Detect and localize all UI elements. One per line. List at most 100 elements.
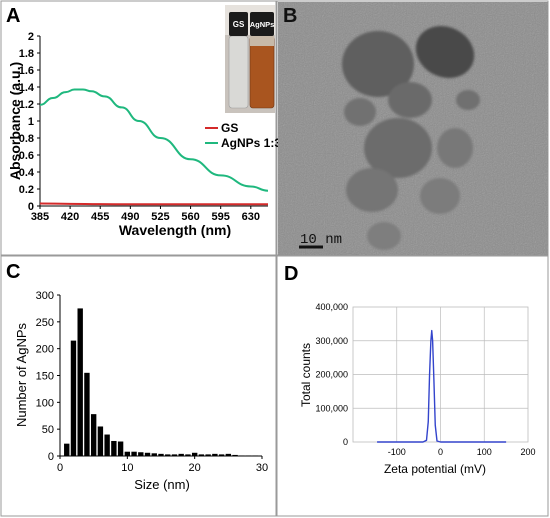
a-y-tick-label: 1.2 <box>19 99 34 111</box>
tem-particles <box>342 26 480 250</box>
panel-c-border <box>0 255 277 517</box>
c-histogram-bar <box>185 454 191 456</box>
c-histogram-bar <box>90 414 97 456</box>
a-y-tick-label: 1.8 <box>19 48 34 60</box>
size-histogram: 0 50 100 150 200 250 300 0 10 20 30 Number of AgN… <box>6 261 268 492</box>
a-y-axis-label: Absorbance (a.u.) <box>7 62 23 180</box>
a-y-tick-label: 2 <box>28 31 34 43</box>
d-x-tick-label: 200 <box>520 447 535 457</box>
c-histogram-bar <box>225 453 232 456</box>
d-x-tick-label: 100 <box>477 447 492 457</box>
c-histogram-bar <box>131 451 137 456</box>
d-y-tick-label: 300,000 <box>315 336 348 346</box>
c-y-tick-label: 150 <box>36 371 54 383</box>
panel-c-letter: C <box>6 261 20 283</box>
c-histogram-bar <box>151 453 157 456</box>
a-y-tick-label: 0.8 <box>19 133 34 145</box>
c-histogram-bar <box>77 308 83 456</box>
c-histogram-bar <box>144 452 151 456</box>
c-histogram-bar <box>218 454 225 456</box>
a-x-tick-label: 385 <box>31 211 49 223</box>
c-histogram-bar <box>111 440 117 456</box>
c-histogram-bar <box>117 441 124 456</box>
c-y-tick-label: 50 <box>42 424 54 436</box>
c-histogram-bar <box>64 443 70 456</box>
c-y-tick-label: 0 <box>48 451 54 463</box>
zeta-potential-chart: 0 100,000 200,000 300,000 400,000 -100 0 100 20… <box>284 263 536 476</box>
c-histogram-bar <box>239 455 245 456</box>
panel-a-letter: A <box>6 5 20 27</box>
d-x-tick-label: 0 <box>438 447 443 457</box>
a-y-tick-label: 0 <box>28 201 34 213</box>
a-x-tick-label: 630 <box>242 211 260 223</box>
d-y-tick-label: 100,000 <box>315 403 348 413</box>
c-histogram-bar <box>212 453 218 456</box>
c-histogram-bar <box>97 426 104 456</box>
a-y-tick-label: 1.4 <box>19 82 35 94</box>
c-histogram-bar <box>171 454 178 456</box>
c-histogram-bar <box>84 372 90 456</box>
c-histogram-bar <box>198 454 205 456</box>
tem-particle <box>388 82 432 118</box>
a-series-line-gs <box>40 202 268 206</box>
tem-particle <box>456 90 480 110</box>
c-y-tick-label: 100 <box>36 397 54 409</box>
vial-gs-body <box>228 35 249 109</box>
a-y-tick-label: 0.4 <box>19 167 35 179</box>
tem-particle <box>437 128 473 168</box>
c-histogram-bar <box>70 340 77 456</box>
a-x-tick-label: 455 <box>91 211 109 223</box>
vials-photo: GS AgNPs <box>225 5 275 113</box>
c-histogram-bar <box>205 454 211 456</box>
a-legend: GS AgNPs 1:3 <box>205 121 281 150</box>
d-y-tick-label: 200,000 <box>315 370 348 380</box>
tem-particle <box>342 31 414 97</box>
c-y-tick-label: 250 <box>36 317 54 329</box>
c-histogram-bar <box>191 452 198 456</box>
tem-particle <box>415 26 475 78</box>
tem-scale-label: 10 nm <box>300 232 342 248</box>
a-series-line-agnps <box>40 88 269 192</box>
a-x-tick-label: 490 <box>121 211 139 223</box>
a-x-tick-label: 420 <box>61 211 79 223</box>
a-x-tick-label: 525 <box>151 211 169 223</box>
a-legend-label-gs: GS <box>221 121 238 135</box>
a-y-tick-label: 0.6 <box>19 150 34 162</box>
c-histogram-bar <box>252 455 258 456</box>
c-histogram-bar <box>138 452 144 456</box>
c-x-tick-label: 10 <box>121 462 133 474</box>
vial-gs-label: GS <box>233 20 245 29</box>
c-x-axis-label: Size (nm) <box>134 477 190 492</box>
c-histogram-bar <box>245 455 252 456</box>
c-y-axis-label: Number of AgNPs <box>14 322 29 427</box>
panel-d-border <box>276 255 549 517</box>
d-series-line-zeta <box>377 329 507 443</box>
a-y-tick-label: 1 <box>28 116 34 128</box>
c-histogram-bar <box>124 451 131 456</box>
tem-image: 10 nm B <box>278 2 548 255</box>
panel-b-letter: B <box>283 5 297 27</box>
c-x-tick-label: 30 <box>256 462 268 474</box>
d-x-tick-label: -100 <box>388 447 406 457</box>
tem-particle <box>367 222 401 250</box>
tem-particle <box>364 118 432 178</box>
a-x-tick-label: 595 <box>211 211 229 223</box>
c-histogram-bar <box>232 454 238 456</box>
c-histogram-bar <box>165 454 171 456</box>
d-y-tick-label: 0 <box>343 437 348 447</box>
a-x-tick-label: 560 <box>181 211 199 223</box>
c-y-tick-label: 300 <box>36 290 54 302</box>
c-x-tick-label: 0 <box>57 462 63 474</box>
c-x-tick-label: 20 <box>189 462 201 474</box>
vial-agnps-label: AgNPs <box>250 20 275 29</box>
uv-vis-chart: 0 0.2 0.4 0.6 0.8 1 1.2 1.4 1.6 1.8 2 385 420 455 490… <box>6 5 281 238</box>
c-histogram-bar <box>104 434 110 456</box>
vial-agnps-cap <box>250 12 274 36</box>
a-x-axis-label: Wavelength (nm) <box>119 222 231 238</box>
vial-gs-cap <box>229 12 248 36</box>
c-histogram-bar <box>158 453 164 456</box>
c-histogram-bar <box>178 453 184 456</box>
a-legend-label-agnps: AgNPs 1:3 <box>221 136 281 150</box>
tem-particle <box>346 168 398 212</box>
